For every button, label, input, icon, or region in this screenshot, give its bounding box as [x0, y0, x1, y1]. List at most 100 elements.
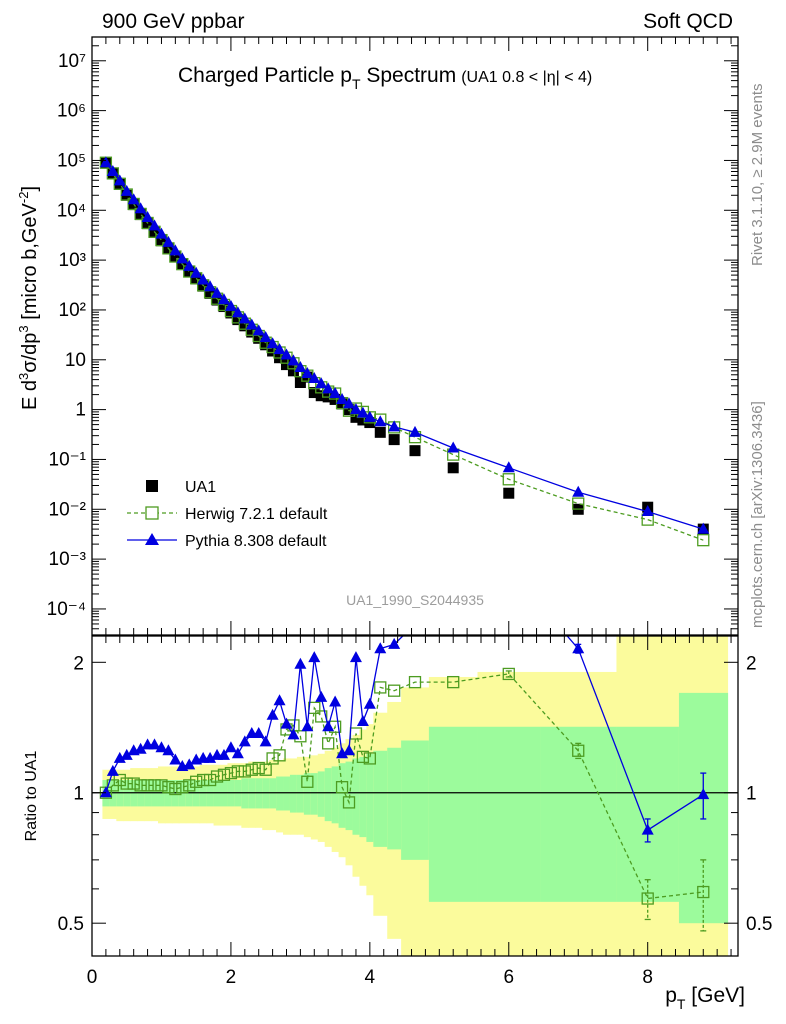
ratio-frame	[91, 635, 739, 957]
band-stat	[401, 740, 430, 860]
data-point	[294, 360, 307, 372]
data-point	[204, 287, 216, 299]
main-y-tick-label: 10⁴	[57, 200, 86, 221]
ratio-point	[388, 637, 401, 649]
data-point	[336, 392, 349, 404]
ratio-point	[408, 675, 422, 689]
x-tick-label: 0	[87, 967, 98, 988]
data-point	[363, 410, 376, 422]
data-point	[329, 387, 342, 399]
band-stat	[283, 776, 291, 811]
data-point	[135, 209, 147, 221]
ratio-y-axis-label: Ratio to UA1	[23, 751, 40, 842]
legend-label-pythia: Pythia 8.308 default	[185, 533, 327, 550]
ratio-point	[335, 781, 349, 794]
ratio-axes: 0 2 4 6 8 0.5 0.5 1 1 2 2	[58, 636, 772, 988]
ylabel-f: -2	[16, 192, 31, 204]
ratio-series-1	[99, 636, 710, 843]
data-point	[349, 403, 362, 415]
data-point	[301, 367, 314, 379]
ratio-point	[641, 892, 654, 905]
data-point	[231, 306, 244, 318]
ratio-point	[155, 779, 168, 792]
data-point	[211, 286, 224, 298]
data-point	[322, 382, 335, 394]
band-stat	[373, 750, 388, 847]
legend-marker-herwig	[145, 506, 159, 520]
main-y-axis: 10⁻⁴ 10⁻³ 10⁻² 10⁻¹ 1 10 10² 10³ 10⁴ 10⁵ 10⁶ 10⁷	[47, 36, 738, 636]
band-stat	[338, 763, 347, 828]
band-stat	[477, 726, 541, 902]
ratio-series-0	[99, 667, 710, 932]
ratio-point	[106, 764, 119, 776]
data-point	[176, 252, 189, 264]
ratio-point	[356, 750, 370, 764]
ratio-point	[148, 738, 161, 750]
ratio-point	[190, 775, 203, 788]
ratio-point	[273, 749, 286, 762]
main-y-tick-label: 10⁵	[57, 150, 86, 171]
band-stat	[296, 774, 305, 813]
data-point	[238, 312, 251, 324]
ratio-point	[266, 752, 279, 765]
data-point	[204, 280, 217, 292]
data-point	[217, 293, 230, 305]
analysis-watermark: UA1_1990_S2044935	[346, 592, 484, 608]
data-point	[315, 377, 328, 389]
data-point	[502, 473, 515, 486]
ratio-point	[183, 779, 196, 792]
ratio-point	[447, 675, 460, 689]
legend-marker-pythia	[145, 533, 159, 545]
legend-label-ua1: UA1	[185, 479, 216, 496]
ylabel-d: 3	[16, 325, 31, 332]
data-point	[280, 348, 293, 360]
ratio-point	[210, 770, 224, 783]
data-point	[252, 324, 265, 336]
data-point	[287, 365, 299, 377]
ratio-point	[176, 781, 189, 794]
ylabel-e: [micro b,GeV	[19, 202, 41, 325]
data-point	[218, 301, 230, 313]
ratio-point	[203, 773, 217, 787]
ratio-point	[374, 642, 387, 654]
main-y-tick-label: 10⁻⁴	[47, 599, 86, 620]
series-line	[105, 162, 704, 530]
data-point	[245, 318, 258, 330]
data-point	[641, 505, 654, 517]
ratio-point	[273, 694, 286, 706]
data-point	[357, 414, 369, 426]
ratio-point	[363, 697, 376, 709]
ratio-y-tick-label-right: 1	[746, 784, 757, 805]
ratio-point	[204, 751, 217, 763]
ratio-point	[113, 751, 126, 763]
ratio-point	[336, 747, 349, 759]
main-y-tick-label: 10⁶	[57, 101, 86, 122]
x-tick-label: 6	[503, 967, 514, 988]
ratio-point	[120, 748, 133, 760]
rivet-label: Rivet 3.1.10, ≥ 2.9M events	[749, 84, 766, 267]
ratio-point	[217, 748, 230, 760]
main-series	[99, 156, 710, 547]
ratio-point	[301, 775, 314, 788]
data-point	[409, 445, 421, 457]
ratio-point	[697, 788, 710, 800]
data-point	[308, 372, 321, 384]
ratio-point	[252, 761, 265, 775]
x-axis-label: pT [GeV]	[665, 984, 745, 1012]
main-y-tick-label: 10	[65, 350, 86, 371]
data-point	[280, 359, 292, 371]
ratio-point	[697, 885, 710, 899]
ratio-point	[315, 710, 328, 723]
xlabel-b: T	[677, 996, 686, 1012]
data-point	[343, 397, 356, 409]
main-y-tick-label: 10⁻²	[49, 499, 87, 520]
ratio-point	[259, 735, 272, 747]
band-stat	[366, 753, 374, 842]
main-y-tick-label: 10³	[59, 250, 86, 271]
band-stat	[331, 766, 340, 824]
band-stat	[616, 726, 680, 902]
ratio-point	[252, 727, 265, 739]
ratio-point	[238, 735, 251, 747]
ratio-point	[280, 717, 293, 729]
legend-label-herwig: Herwig 7.2.1 default	[185, 506, 328, 523]
